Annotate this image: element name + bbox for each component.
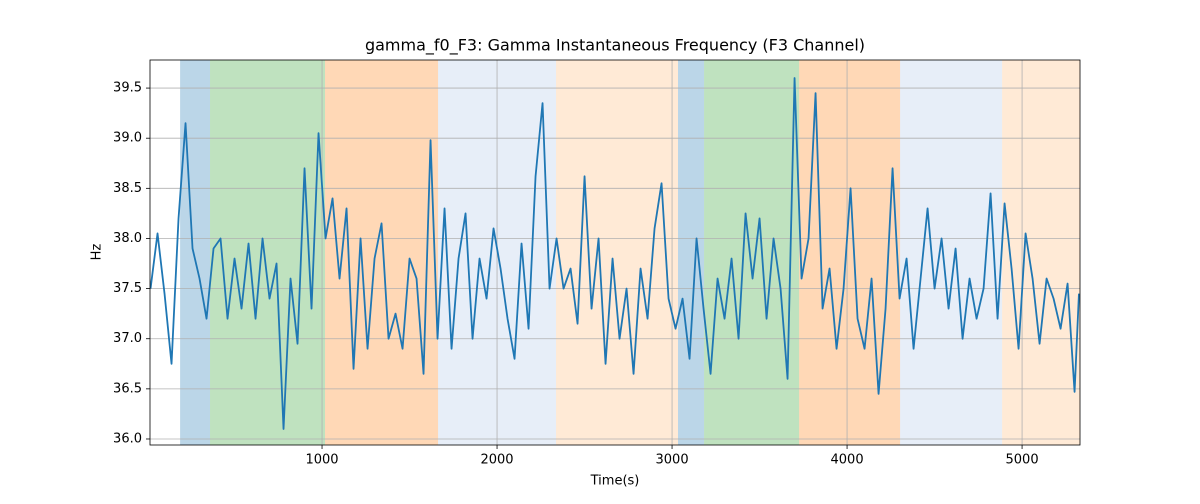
- shaded-region: [210, 60, 326, 445]
- y-tick-label: 37.0: [113, 331, 142, 346]
- shaded-region: [704, 60, 800, 445]
- y-axis-label: Hz: [90, 244, 105, 261]
- x-tick-label: 3000: [656, 453, 689, 468]
- shaded-region: [556, 60, 679, 445]
- x-tick-label: 1000: [305, 453, 338, 468]
- shaded-region: [1002, 60, 1080, 445]
- shaded-region: [325, 60, 439, 445]
- plot-frame: [149, 59, 1081, 446]
- y-tick-label: 39.5: [113, 81, 142, 96]
- shaded-region: [180, 60, 211, 445]
- y-tick-label: 38.0: [113, 231, 142, 246]
- y-tick-label: 36.0: [113, 431, 142, 446]
- shaded-region: [900, 60, 1003, 445]
- regions: [180, 60, 1080, 445]
- x-tick-label: 4000: [831, 453, 864, 468]
- x-tick-label: 2000: [480, 453, 513, 468]
- x-axis-label: Time(s): [590, 474, 640, 489]
- y-tick-label: 37.5: [113, 281, 142, 296]
- data-line: [150, 77, 1080, 430]
- y-tick-label: 39.0: [113, 131, 142, 146]
- chart-title: gamma_f0_F3: Gamma Instantaneous Frequen…: [365, 36, 865, 56]
- x-tick-label: 5000: [1006, 453, 1039, 468]
- series: [150, 77, 1080, 430]
- y-tick-label: 36.5: [113, 381, 142, 396]
- y-tick-label: 38.5: [113, 181, 142, 196]
- shaded-region: [678, 60, 705, 445]
